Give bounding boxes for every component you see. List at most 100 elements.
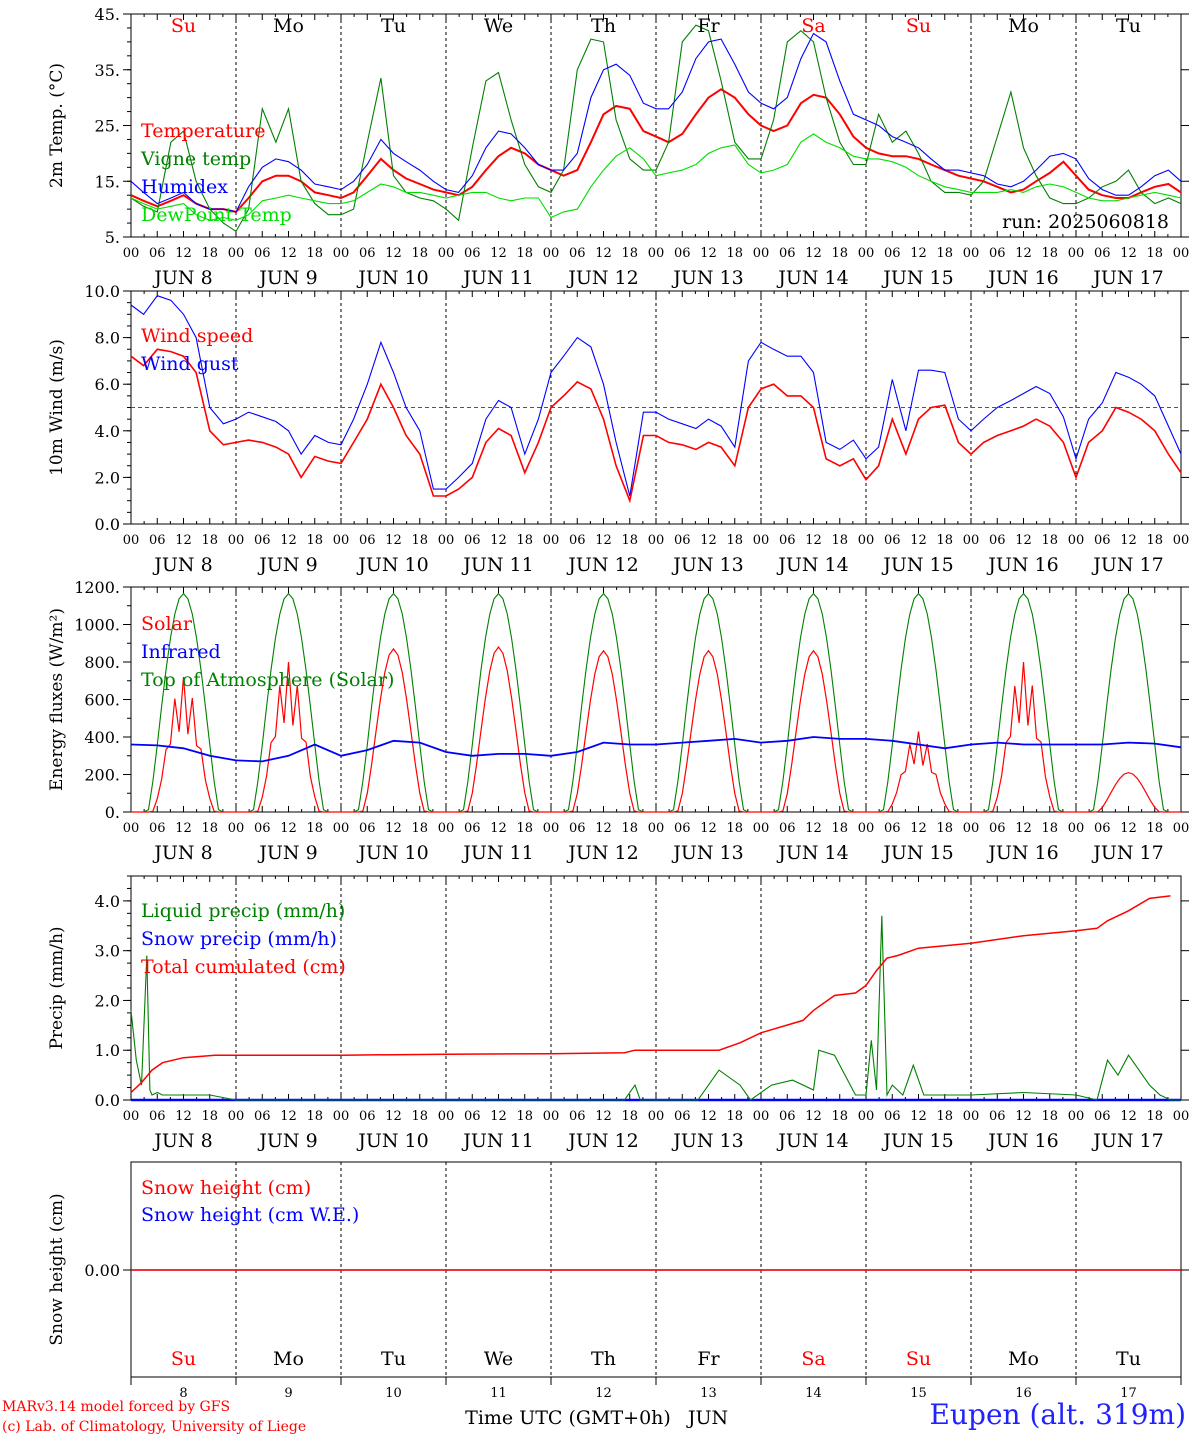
day-label: JUN 17 [1091, 554, 1163, 576]
hour-tick-label: 06 [464, 821, 481, 836]
weekday-label: Fr [697, 1348, 720, 1370]
series-line [130, 295, 1182, 497]
x-axis-label: Time UTC (GMT+0h) [465, 1407, 671, 1429]
panel-5: 0.00 Snow height (cm) Snow height (cm) Snow… [47, 1161, 1189, 1429]
hour-tick-label: 06 [569, 821, 586, 836]
weekday-label: Tu [1116, 1348, 1141, 1370]
hour-tick-label: 18 [1146, 533, 1163, 548]
hour-tick-label: 18 [201, 533, 218, 548]
legend-entry: Snow height (cm) [141, 1177, 311, 1199]
hour-tick-label: 18 [936, 246, 953, 261]
hour-tick-label: 18 [726, 1109, 743, 1124]
hour-tick-label: 12 [805, 533, 822, 548]
y-axis-label: Energy fluxes (W/m²) [47, 608, 67, 791]
day-label: JUN 11 [461, 1130, 533, 1152]
series-line [130, 895, 1171, 1094]
panel-2: 0.0 2.0 4.0 6.0 8.0 10.0 10m Wind (m/s) Wind sp… [47, 282, 1189, 576]
weekday-label: Fr [697, 15, 720, 37]
weekday-label: Sa [801, 15, 825, 37]
day-number: 10 [385, 1386, 402, 1401]
hour-tick-label: 06 [149, 533, 166, 548]
hour-tick-label: 06 [779, 533, 796, 548]
y-tick-label: 0.0 [95, 515, 120, 534]
hour-tick-label: 12 [280, 533, 297, 548]
hour-tick-label: 06 [884, 533, 901, 548]
x-axis-month: JUN [686, 1407, 728, 1429]
weekday-label: Tu [381, 1348, 406, 1370]
hour-tick-label: 06 [464, 533, 481, 548]
y-axis-label: 10m Wind (m/s) [47, 339, 67, 476]
hour-tick-label: 00 [858, 246, 875, 261]
hour-tick-label: 06 [254, 1109, 271, 1124]
day-label: JUN 9 [257, 554, 317, 576]
hour-tick-label: 06 [359, 1109, 376, 1124]
hour-tick-label: 18 [1041, 246, 1058, 261]
hour-tick-label: 18 [726, 821, 743, 836]
hour-tick-label: 18 [1146, 246, 1163, 261]
day-number: 13 [700, 1386, 717, 1401]
day-label: JUN 17 [1091, 842, 1163, 864]
legend-entry: Snow precip (mm/h) [141, 928, 337, 950]
hour-tick-label: 00 [1173, 821, 1190, 836]
hour-tick-label: 18 [201, 246, 218, 261]
hour-tick-label: 18 [411, 533, 428, 548]
hour-tick-label: 12 [910, 246, 927, 261]
day-label: JUN 9 [257, 1130, 317, 1152]
hour-tick-label: 12 [595, 246, 612, 261]
hour-tick-label: 18 [936, 821, 953, 836]
legend-entry: Total cumulated (cm) [141, 956, 346, 978]
hour-tick-label: 12 [595, 1109, 612, 1124]
hour-tick-label: 18 [306, 246, 323, 261]
hour-tick-label: 06 [254, 821, 271, 836]
hour-tick-label: 06 [779, 821, 796, 836]
legend-entry: Humidex [141, 176, 228, 198]
day-label: JUN 14 [776, 842, 848, 864]
day-number: 17 [1120, 1386, 1137, 1401]
y-tick-label: 45. [95, 5, 120, 24]
y-tick-label: 5. [105, 228, 120, 247]
hour-tick-label: 00 [438, 533, 455, 548]
hour-tick-label: 00 [648, 246, 665, 261]
day-label: JUN 9 [257, 267, 317, 289]
hour-tick-label: 00 [228, 821, 245, 836]
y-tick-label: 2.0 [95, 468, 120, 487]
hour-tick-label: 18 [1041, 533, 1058, 548]
weekday-label: Sa [801, 1348, 825, 1370]
day-number: 14 [805, 1386, 822, 1401]
series-line [130, 348, 1182, 504]
y-tick-label: 2.0 [95, 991, 120, 1010]
day-number: 8 [179, 1386, 187, 1401]
day-label: JUN 15 [881, 842, 953, 864]
weekday-label: Tu [381, 15, 406, 37]
y-tick-label: 25. [95, 117, 120, 136]
hour-tick-label: 00 [123, 821, 140, 836]
hour-tick-label: 00 [648, 1109, 665, 1124]
day-label: JUN 13 [671, 1130, 743, 1152]
hour-tick-label: 06 [254, 246, 271, 261]
hour-tick-label: 12 [490, 821, 507, 836]
day-label: JUN 13 [671, 267, 743, 289]
hour-tick-label: 00 [123, 246, 140, 261]
hour-tick-label: 06 [1094, 246, 1111, 261]
hour-tick-label: 18 [201, 821, 218, 836]
hour-tick-label: 18 [1041, 821, 1058, 836]
hour-tick-label: 12 [1120, 1109, 1137, 1124]
hour-tick-label: 18 [936, 1109, 953, 1124]
hour-tick-label: 12 [175, 246, 192, 261]
hour-tick-label: 18 [831, 246, 848, 261]
hour-tick-label: 00 [333, 246, 350, 261]
hour-tick-label: 06 [569, 1109, 586, 1124]
hour-tick-label: 18 [726, 533, 743, 548]
panel-1: 5. 15. 25. 35. 45. 2m Temp. (°C) Temperature Vi… [47, 5, 1189, 289]
hour-tick-label: 00 [333, 533, 350, 548]
hour-tick-label: 00 [438, 246, 455, 261]
y-tick-label: 800. [84, 653, 120, 672]
weekday-label: Mo [273, 15, 304, 37]
hour-tick-label: 06 [884, 246, 901, 261]
hour-tick-label: 12 [595, 533, 612, 548]
day-label: JUN 16 [986, 554, 1058, 576]
hour-tick-label: 18 [411, 821, 428, 836]
hour-tick-label: 06 [674, 1109, 691, 1124]
hour-tick-label: 06 [569, 246, 586, 261]
hour-tick-label: 18 [411, 1109, 428, 1124]
